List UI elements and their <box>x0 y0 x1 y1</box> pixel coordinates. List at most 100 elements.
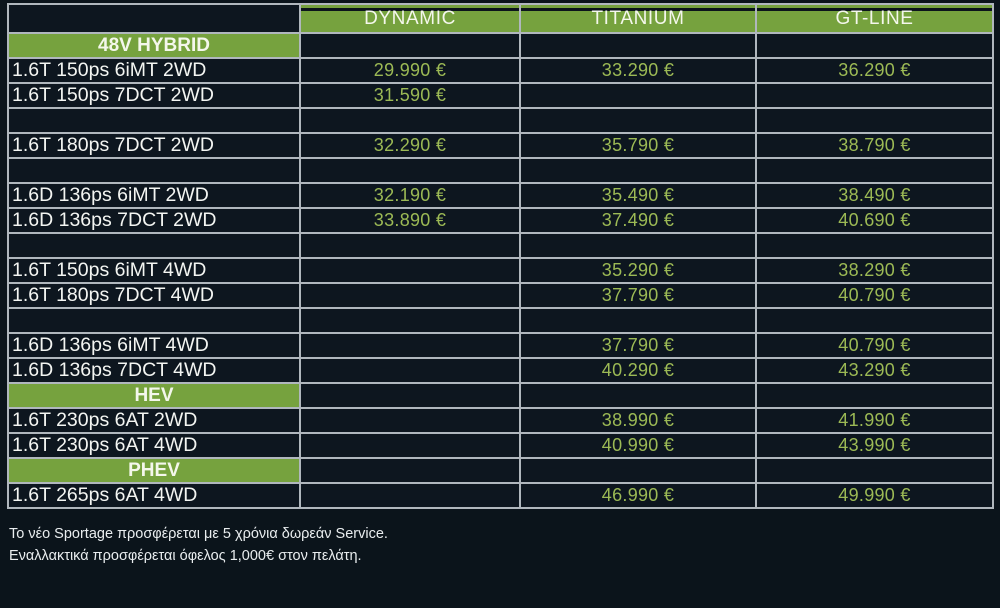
spacer-row <box>7 232 994 259</box>
model-name: 1.6D 136ps 6iMT 4WD <box>7 332 301 359</box>
model-row-1-6d-136ps-6imt-2wd: 1.6D 136ps 6iMT 2WD 32.190 €35.490 €38.49… <box>7 182 994 209</box>
model-name: 1.6T 230ps 6AT 4WD <box>7 432 301 459</box>
empty-cell <box>299 382 521 409</box>
model-name: 1.6T 230ps 6AT 2WD <box>7 407 301 434</box>
price-titanium: 40.990 € <box>519 432 757 459</box>
price-titanium: 37.790 € <box>519 282 757 309</box>
price-titanium: 37.490 € <box>519 207 757 234</box>
price-gt-line: 40.690 € <box>755 207 994 234</box>
model-row-1-6d-136ps-7dct-4wd: 1.6D 136ps 7DCT 4WD 40.290 €43.290 € <box>7 357 994 384</box>
empty-cell <box>299 307 521 334</box>
model-name: 1.6T 180ps 7DCT 4WD <box>7 282 301 309</box>
spacer-row <box>7 307 994 334</box>
empty-cell <box>519 107 757 134</box>
empty-cell <box>299 157 521 184</box>
price-gt-line: 40.790 € <box>755 332 994 359</box>
empty-cell <box>755 307 994 334</box>
price-gt-line: 41.990 € <box>755 407 994 434</box>
model-row-1-6d-136ps-6imt-4wd: 1.6D 136ps 6iMT 4WD 37.790 €40.790 € <box>7 332 994 359</box>
empty-cell <box>299 107 521 134</box>
empty-cell <box>755 32 994 59</box>
model-name: 1.6D 136ps 6iMT 2WD <box>7 182 301 209</box>
price-titanium: 46.990 € <box>519 482 757 509</box>
section-row-48v-hybrid: 48V HYBRID <box>7 32 994 59</box>
section-header-48v-hybrid: 48V HYBRID <box>7 32 301 59</box>
model-row-1-6t-150ps-7dct-2wd: 1.6T 150ps 7DCT 2WD 31.590 € <box>7 82 994 109</box>
empty-cell <box>519 157 757 184</box>
model-row-1-6t-150ps-6imt-2wd: 1.6T 150ps 6iMT 2WD 29.990 €33.290 €36.29… <box>7 57 994 84</box>
price-table-body: 48V HYBRID 1.6T 150ps 6iMT 2WD 29.990 €33.… <box>7 32 994 509</box>
price-dynamic: 31.590 € <box>299 82 521 109</box>
footer-notes: Το νέο Sportage προσφέρεται με 5 χρόνια … <box>9 524 1000 568</box>
price-gt-line: 49.990 € <box>755 482 994 509</box>
price-gt-line: 40.790 € <box>755 282 994 309</box>
empty-cell <box>299 357 521 384</box>
model-row-1-6t-180ps-7dct-2wd: 1.6T 180ps 7DCT 2WD 32.290 €35.790 €38.79… <box>7 132 994 159</box>
header-row: DYNAMIC TITANIUM GT-LINE <box>7 3 994 34</box>
empty-cell <box>519 32 757 59</box>
section-row-hev: HEV <box>7 382 994 409</box>
column-header-gt-line: GT-LINE <box>755 3 994 34</box>
price-titanium: 37.790 € <box>519 332 757 359</box>
price-dynamic: 32.290 € <box>299 132 521 159</box>
empty-cell <box>7 157 301 184</box>
price-table-header: DYNAMIC TITANIUM GT-LINE <box>7 3 994 34</box>
price-titanium: 35.290 € <box>519 257 757 284</box>
empty-cell <box>519 457 757 484</box>
column-header-dynamic: DYNAMIC <box>299 3 521 34</box>
empty-cell <box>299 332 521 359</box>
empty-cell <box>299 32 521 59</box>
price-gt-line: 36.290 € <box>755 57 994 84</box>
empty-cell <box>755 457 994 484</box>
empty-cell <box>519 382 757 409</box>
price-gt-line: 43.990 € <box>755 432 994 459</box>
price-gt-line: 38.290 € <box>755 257 994 284</box>
footer-note-benefit: Εναλλακτικά προσφέρεται όφελος 1,000€ στ… <box>9 547 362 564</box>
section-header-phev: PHEV <box>7 457 301 484</box>
model-name: 1.6T 180ps 7DCT 2WD <box>7 132 301 159</box>
footer-note-service: Το νέο Sportage προσφέρεται με 5 χρόνια … <box>9 526 388 542</box>
price-dynamic: 32.190 € <box>299 182 521 209</box>
empty-cell <box>755 107 994 134</box>
empty-cell <box>299 257 521 284</box>
empty-cell <box>299 407 521 434</box>
model-name: 1.6T 265ps 6AT 4WD <box>7 482 301 509</box>
model-row-1-6t-230ps-6at-2wd: 1.6T 230ps 6AT 2WD 38.990 €41.990 € <box>7 407 994 434</box>
empty-cell <box>299 282 521 309</box>
model-name: 1.6T 150ps 7DCT 2WD <box>7 82 301 109</box>
empty-cell <box>519 232 757 259</box>
section-row-phev: PHEV <box>7 457 994 484</box>
model-row-1-6t-150ps-6imt-4wd: 1.6T 150ps 6iMT 4WD 35.290 €38.290 € <box>7 257 994 284</box>
empty-cell <box>299 457 521 484</box>
empty-cell <box>755 382 994 409</box>
model-row-1-6t-180ps-7dct-4wd: 1.6T 180ps 7DCT 4WD 37.790 €40.790 € <box>7 282 994 309</box>
price-titanium: 33.290 € <box>519 57 757 84</box>
empty-cell <box>299 432 521 459</box>
price-titanium: 35.790 € <box>519 132 757 159</box>
empty-cell <box>519 82 757 109</box>
model-name: 1.6D 136ps 7DCT 4WD <box>7 357 301 384</box>
price-gt-line: 38.790 € <box>755 132 994 159</box>
price-gt-line: 43.290 € <box>755 357 994 384</box>
price-dynamic: 33.890 € <box>299 207 521 234</box>
empty-cell <box>7 107 301 134</box>
model-row-1-6d-136ps-7dct-2wd: 1.6D 136ps 7DCT 2WD 33.890 €37.490 €40.69… <box>7 207 994 234</box>
price-table: DYNAMIC TITANIUM GT-LINE 48V HYBRID 1.6T 15… <box>7 3 994 509</box>
section-header-hev: HEV <box>7 382 301 409</box>
empty-cell <box>755 157 994 184</box>
price-titanium: 35.490 € <box>519 182 757 209</box>
price-titanium: 38.990 € <box>519 407 757 434</box>
empty-cell <box>755 82 994 109</box>
empty-cell <box>7 307 301 334</box>
empty-cell <box>299 482 521 509</box>
model-name: 1.6T 150ps 6iMT 2WD <box>7 57 301 84</box>
corner-cell <box>7 3 301 34</box>
empty-cell <box>519 307 757 334</box>
model-row-1-6t-230ps-6at-4wd: 1.6T 230ps 6AT 4WD 40.990 €43.990 € <box>7 432 994 459</box>
price-titanium: 40.290 € <box>519 357 757 384</box>
empty-cell <box>755 232 994 259</box>
column-header-titanium: TITANIUM <box>519 3 757 34</box>
price-dynamic: 29.990 € <box>299 57 521 84</box>
model-name: 1.6T 150ps 6iMT 4WD <box>7 257 301 284</box>
model-name: 1.6D 136ps 7DCT 2WD <box>7 207 301 234</box>
